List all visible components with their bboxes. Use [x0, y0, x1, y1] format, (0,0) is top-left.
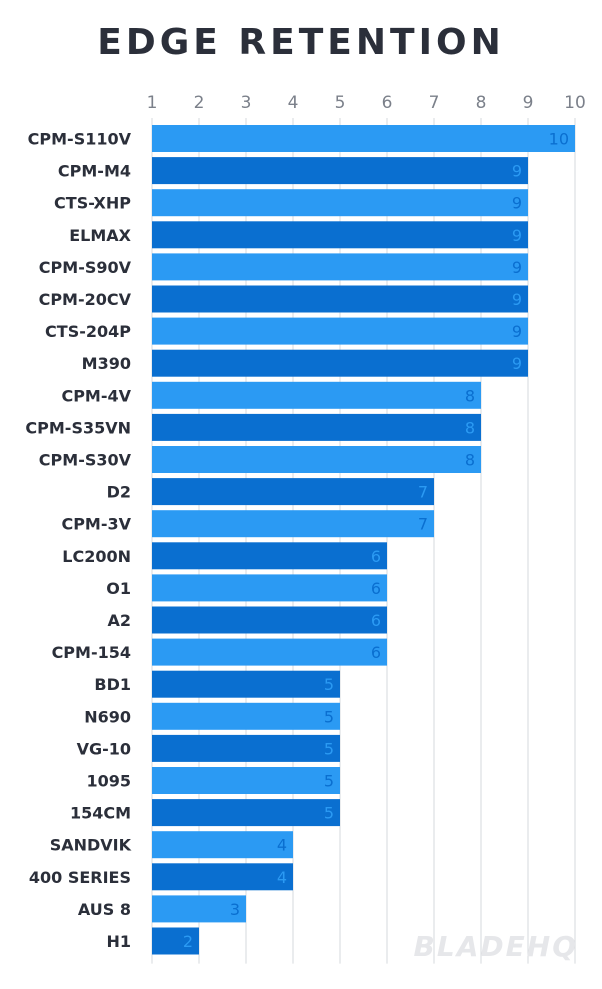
data-label: 6: [371, 547, 381, 566]
category-label: AUS 8: [78, 900, 131, 919]
data-label: 4: [277, 836, 287, 855]
category-label: CPM-20CV: [39, 290, 132, 309]
x-tick-label: 3: [241, 93, 252, 113]
bar: [152, 702, 340, 730]
category-label: N690: [84, 707, 131, 726]
category-label: O1: [106, 579, 131, 598]
bar: [152, 381, 481, 409]
category-label: A2: [107, 611, 131, 630]
bar: [152, 221, 528, 249]
bar: [152, 734, 340, 762]
bar: [152, 413, 481, 441]
x-tick-label: 6: [382, 93, 393, 113]
category-label: 400 SERIES: [29, 868, 131, 887]
bar: [152, 895, 246, 923]
x-tick-label: 2: [194, 93, 205, 113]
data-label: 9: [512, 162, 522, 181]
data-label: 2: [183, 932, 193, 951]
bar: [152, 574, 387, 602]
data-label: 5: [324, 739, 334, 758]
category-label: CPM-154: [52, 643, 131, 662]
data-label: 5: [324, 772, 334, 791]
category-label: VG-10: [77, 739, 131, 758]
data-label: 3: [230, 900, 240, 919]
category-label: 154CM: [70, 804, 131, 823]
x-tick-label: 7: [429, 93, 440, 113]
category-label: CPM-M4: [58, 162, 131, 181]
data-label: 10: [549, 130, 569, 149]
category-label: 1095: [86, 772, 131, 791]
data-label: 9: [512, 226, 522, 245]
bar: [152, 478, 434, 506]
bar: [152, 767, 340, 794]
bar: [152, 606, 387, 634]
data-label: 5: [324, 804, 334, 823]
bar: [152, 927, 199, 955]
bar: [152, 317, 528, 345]
bar: [152, 285, 528, 313]
bar: [152, 670, 340, 698]
category-label: CPM-S90V: [39, 258, 132, 277]
category-label: CPM-3V: [61, 515, 131, 534]
data-label: 8: [465, 451, 475, 470]
category-label: CTS-204P: [45, 322, 131, 341]
x-tick-label: 8: [476, 93, 487, 113]
bar: [152, 799, 340, 827]
x-tick-label: 1: [147, 93, 158, 113]
bar: [152, 349, 528, 377]
watermark-logo: BLADEHQ: [413, 930, 578, 963]
bar: [152, 157, 528, 185]
bar: [152, 253, 528, 281]
data-label: 9: [512, 322, 522, 341]
x-tick-label: 10: [564, 93, 586, 113]
category-label: SANDVIK: [50, 836, 132, 855]
bar: [152, 510, 434, 538]
bar: [152, 831, 293, 859]
bar: [152, 638, 387, 666]
bar: [152, 446, 481, 473]
category-label: CPM-S35VN: [25, 418, 131, 437]
data-label: 8: [465, 386, 475, 405]
bar: [152, 863, 293, 891]
category-label: D2: [107, 483, 131, 502]
category-label: LC200N: [62, 547, 131, 566]
category-label: CTS-XHP: [54, 194, 131, 213]
data-label: 5: [324, 707, 334, 726]
data-label: 9: [512, 354, 522, 373]
x-tick-label: 4: [288, 93, 299, 113]
category-label: CPM-4V: [61, 386, 131, 405]
data-label: 8: [465, 418, 475, 437]
data-label: 7: [418, 515, 428, 534]
category-label: BD1: [94, 675, 131, 694]
x-tick-label: 5: [335, 93, 346, 113]
category-label: CPM-S110V: [28, 130, 132, 149]
data-label: 9: [512, 258, 522, 277]
data-label: 6: [371, 579, 381, 598]
chart-title: EDGE RETENTION: [97, 22, 505, 63]
category-label: H1: [106, 932, 131, 951]
data-label: 5: [324, 675, 334, 694]
bar: [152, 125, 575, 152]
x-tick-label: 9: [523, 93, 534, 113]
data-label: 6: [371, 643, 381, 662]
bar: [152, 542, 387, 570]
data-label: 9: [512, 290, 522, 309]
category-label: CPM-S30V: [39, 451, 132, 470]
data-label: 6: [371, 611, 381, 630]
category-label: M390: [82, 354, 131, 373]
category-label: ELMAX: [69, 226, 131, 245]
data-label: 9: [512, 194, 522, 213]
data-label: 7: [418, 483, 428, 502]
bar: [152, 189, 528, 217]
data-label: 4: [277, 868, 287, 887]
